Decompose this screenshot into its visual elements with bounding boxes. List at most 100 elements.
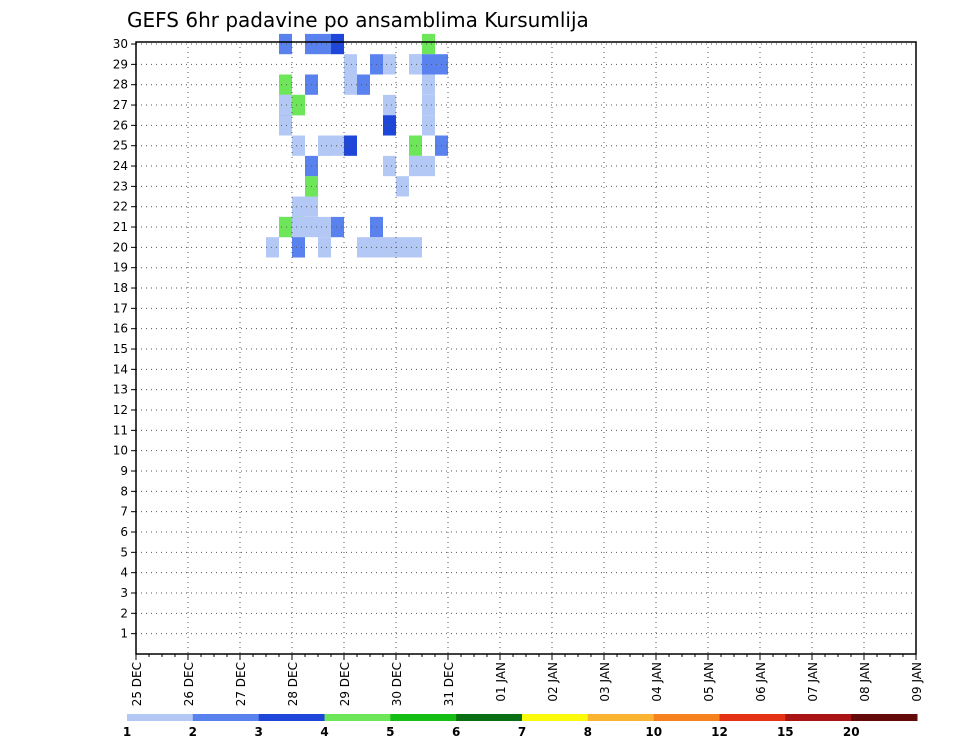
heatmap-cell xyxy=(409,155,422,177)
heatmap-cell xyxy=(396,176,409,197)
heatmap-cell xyxy=(318,237,331,258)
y-axis: 1234567891011121314151617181920212223242… xyxy=(113,37,136,641)
y-tick-label: 28 xyxy=(113,78,128,92)
heatmap-cell xyxy=(409,237,422,258)
y-tick-label: 22 xyxy=(113,200,128,214)
heatmap-cell xyxy=(318,33,331,55)
colorbar-legend: 1 2 3 4 5 6 7 8 10 12 15 20 xyxy=(123,714,918,739)
x-tick-label: 01 JAN xyxy=(494,662,508,702)
heatmap-cell xyxy=(422,74,435,95)
colorbar-label: 6 xyxy=(452,725,460,739)
x-tick-label: 07 JAN xyxy=(806,662,820,702)
heatmap-cell xyxy=(279,74,292,95)
heatmap-cell xyxy=(331,33,344,55)
x-tick-label: 25 DEC xyxy=(130,662,144,706)
y-tick-label: 11 xyxy=(113,423,128,437)
y-tick-label: 10 xyxy=(113,444,128,458)
heatmap-cell xyxy=(422,33,435,55)
heatmap-cell xyxy=(383,115,396,136)
heatmap-cells xyxy=(266,33,448,258)
heatmap-cell xyxy=(344,54,357,75)
colorbar-swatch xyxy=(390,714,457,721)
heatmap-cell xyxy=(383,54,396,75)
x-tick-label: 04 JAN xyxy=(650,662,664,702)
y-tick-label: 21 xyxy=(113,220,128,234)
heatmap-cell xyxy=(318,135,331,156)
heatmap-cell xyxy=(409,135,422,156)
heatmap-cell xyxy=(318,216,331,238)
colorbar-swatch xyxy=(324,714,391,721)
y-tick-label: 18 xyxy=(113,281,128,295)
colorbar-swatch xyxy=(522,714,589,721)
x-tick-label: 09 JAN xyxy=(910,662,924,702)
x-tick-label: 03 JAN xyxy=(598,662,612,702)
colorbar-swatch xyxy=(258,714,325,721)
x-tick-label: 29 DEC xyxy=(338,662,352,706)
y-tick-label: 15 xyxy=(113,342,128,356)
heatmap-cell xyxy=(357,74,370,95)
x-tick-label: 30 DEC xyxy=(390,662,404,706)
y-tick-label: 20 xyxy=(113,240,128,254)
x-tick-label: 08 JAN xyxy=(858,662,872,702)
heatmap-cell xyxy=(344,74,357,95)
x-tick-label: 02 JAN xyxy=(546,662,560,702)
colorbar-swatch xyxy=(785,714,852,721)
y-tick-label: 17 xyxy=(113,301,128,315)
colorbar-label: 7 xyxy=(518,725,526,739)
heatmap-cell xyxy=(331,135,344,156)
colorbar-label: 20 xyxy=(843,725,860,739)
y-tick-label: 23 xyxy=(113,179,128,193)
y-tick-label: 4 xyxy=(120,566,128,580)
colorbar-swatch xyxy=(653,714,720,721)
heatmap-cell xyxy=(396,237,409,258)
heatmap-cell xyxy=(409,54,422,75)
heatmap-cell xyxy=(422,155,435,177)
heatmap-cell xyxy=(422,115,435,136)
y-tick-label: 7 xyxy=(120,505,128,519)
y-tick-label: 6 xyxy=(120,525,128,539)
y-tick-label: 29 xyxy=(113,57,128,71)
heatmap-cell xyxy=(422,94,435,116)
colorbar-label: 15 xyxy=(777,725,794,739)
heatmap-cell xyxy=(357,237,370,258)
colorbar-label: 10 xyxy=(645,725,662,739)
heatmap-cell xyxy=(292,196,305,217)
x-tick-label: 05 JAN xyxy=(702,662,716,702)
colorbar-label: 4 xyxy=(320,725,328,739)
x-tick-label: 26 DEC xyxy=(182,662,196,706)
y-tick-label: 5 xyxy=(120,545,128,559)
heatmap-cell xyxy=(279,33,292,55)
colorbar-label: 8 xyxy=(584,725,592,739)
colorbar-label: 1 xyxy=(123,725,131,739)
y-tick-label: 8 xyxy=(120,484,128,498)
colorbar-label: 12 xyxy=(711,725,728,739)
colorbar-label: 5 xyxy=(386,725,394,739)
heatmap-cell xyxy=(292,135,305,156)
y-tick-label: 14 xyxy=(113,362,128,376)
y-tick-label: 30 xyxy=(113,37,128,51)
plot-frame xyxy=(135,41,917,655)
colorbar-label: 3 xyxy=(255,725,263,739)
x-tick-label: 28 DEC xyxy=(286,662,300,706)
x-tick-label: 27 DEC xyxy=(234,662,248,706)
heatmap-cell xyxy=(279,216,292,238)
heatmap-cell xyxy=(292,216,305,238)
heatmap-cell xyxy=(422,54,435,75)
colorbar-swatch xyxy=(127,714,194,721)
heatmap-cell xyxy=(383,237,396,258)
y-tick-label: 3 xyxy=(120,586,128,600)
y-tick-label: 12 xyxy=(113,403,128,417)
y-tick-label: 9 xyxy=(120,464,128,478)
x-tick-label: 06 JAN xyxy=(754,662,768,702)
chart-title: GEFS 6hr padavine po ansamblima Kursumli… xyxy=(127,8,589,32)
heatmap-cell xyxy=(292,237,305,258)
colorbar-label: 2 xyxy=(189,725,197,739)
heatmap-cell xyxy=(279,94,292,116)
colorbar-swatch xyxy=(851,714,918,721)
colorbar-swatch xyxy=(192,714,260,721)
heatmap-cell xyxy=(383,94,396,116)
colorbar-swatch xyxy=(587,714,655,721)
heatmap-cell xyxy=(383,155,396,177)
y-tick-label: 26 xyxy=(113,118,128,132)
